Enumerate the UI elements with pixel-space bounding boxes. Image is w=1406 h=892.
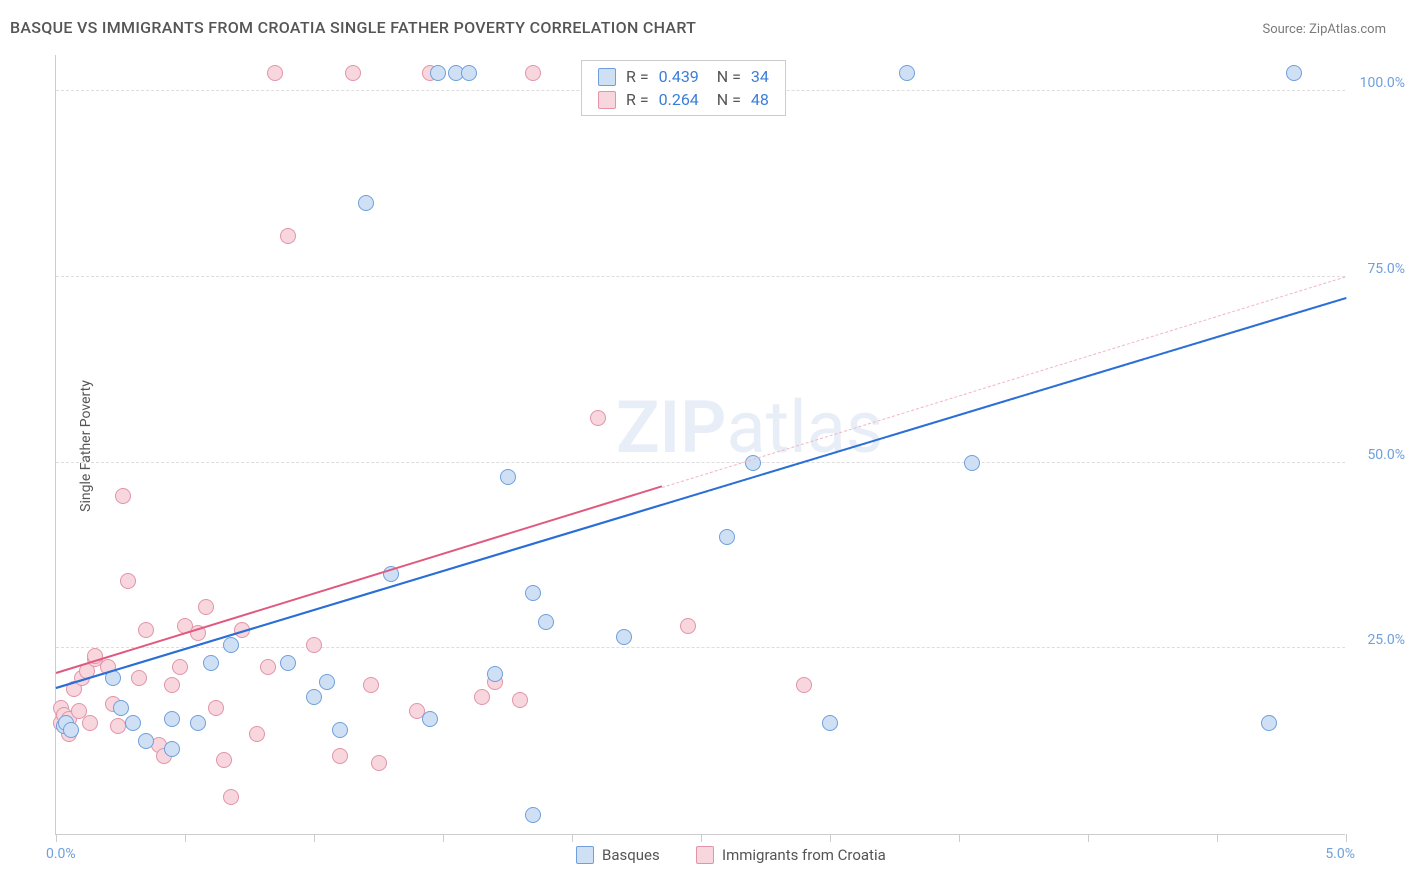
x-tick-mark: [572, 834, 573, 842]
scatter-point-croatia: [131, 670, 147, 686]
x-tick-mark: [830, 834, 831, 842]
scatter-point-croatia: [345, 65, 361, 81]
scatter-point-basques: [164, 711, 180, 727]
plot-area: ZIPatlas 25.0%50.0%75.0%100.0%0.0%5.0%R …: [55, 55, 1345, 835]
scatter-point-croatia: [223, 789, 239, 805]
x-tick-mark: [959, 834, 960, 842]
scatter-point-basques: [164, 741, 180, 757]
scatter-point-croatia: [267, 65, 283, 81]
scatter-point-basques: [422, 711, 438, 727]
x-tick-mark: [185, 834, 186, 842]
scatter-point-basques: [487, 666, 503, 682]
scatter-point-basques: [899, 65, 915, 81]
scatter-point-croatia: [280, 228, 296, 244]
scatter-point-basques: [203, 655, 219, 671]
correlation-stat-box: R =0.439 N =34R =0.264 N =48: [581, 60, 786, 116]
scatter-point-croatia: [110, 718, 126, 734]
scatter-point-basques: [822, 715, 838, 731]
legend-item-croatia: Immigrants from Croatia: [696, 846, 886, 864]
y-tick-label: 25.0%: [1367, 632, 1405, 648]
scatter-point-basques: [190, 715, 206, 731]
regression-line: [662, 276, 1346, 488]
source-attribution: Source: ZipAtlas.com: [1262, 22, 1386, 37]
y-tick-label: 100.0%: [1360, 75, 1405, 91]
scatter-point-croatia: [332, 748, 348, 764]
x-tick-mark: [56, 834, 57, 842]
grid-line: [56, 647, 1345, 648]
scatter-point-croatia: [680, 618, 696, 634]
grid-line: [56, 276, 1345, 277]
scatter-point-basques: [719, 529, 735, 545]
scatter-point-croatia: [82, 715, 98, 731]
regression-line: [56, 486, 663, 675]
scatter-point-basques: [332, 722, 348, 738]
scatter-point-croatia: [512, 692, 528, 708]
scatter-point-croatia: [363, 677, 379, 693]
x-tick-mark: [1217, 834, 1218, 842]
scatter-point-basques: [616, 629, 632, 645]
scatter-point-croatia: [120, 573, 136, 589]
scatter-point-basques: [525, 585, 541, 601]
x-tick-mark: [1346, 834, 1347, 842]
scatter-point-basques: [461, 65, 477, 81]
x-tick-mark: [1088, 834, 1089, 842]
scatter-point-croatia: [525, 65, 541, 81]
scatter-point-basques: [63, 722, 79, 738]
scatter-point-basques: [113, 700, 129, 716]
scatter-point-croatia: [138, 622, 154, 638]
scatter-point-basques: [223, 637, 239, 653]
scatter-point-basques: [280, 655, 296, 671]
chart-container: BASQUE VS IMMIGRANTS FROM CROATIA SINGLE…: [0, 0, 1406, 892]
grid-line: [56, 462, 1345, 463]
scatter-point-croatia: [115, 488, 131, 504]
chart-title: BASQUE VS IMMIGRANTS FROM CROATIA SINGLE…: [10, 18, 696, 37]
swatch-croatia: [598, 91, 616, 109]
scatter-point-basques: [500, 469, 516, 485]
scatter-point-basques: [125, 715, 141, 731]
scatter-point-croatia: [208, 700, 224, 716]
legend-label: Immigrants from Croatia: [722, 846, 886, 864]
scatter-point-croatia: [306, 637, 322, 653]
x-tick-label: 5.0%: [1325, 846, 1355, 862]
scatter-point-basques: [358, 195, 374, 211]
x-tick-label: 0.0%: [46, 846, 76, 862]
y-tick-label: 75.0%: [1367, 261, 1405, 277]
scatter-point-croatia: [474, 689, 490, 705]
scatter-point-croatia: [260, 659, 276, 675]
x-tick-mark: [701, 834, 702, 842]
legend-label: Basques: [602, 846, 660, 864]
regression-line: [56, 297, 1347, 689]
x-tick-mark: [314, 834, 315, 842]
scatter-point-basques: [538, 614, 554, 630]
scatter-point-croatia: [172, 659, 188, 675]
scatter-point-basques: [525, 807, 541, 823]
scatter-point-croatia: [796, 677, 812, 693]
scatter-point-croatia: [164, 677, 180, 693]
scatter-point-basques: [1261, 715, 1277, 731]
stat-row-croatia: R =0.264 N =48: [598, 88, 769, 111]
scatter-point-croatia: [216, 752, 232, 768]
scatter-point-croatia: [590, 410, 606, 426]
y-tick-label: 50.0%: [1367, 447, 1405, 463]
scatter-point-basques: [319, 674, 335, 690]
stat-row-basques: R =0.439 N =34: [598, 65, 769, 88]
scatter-point-croatia: [371, 755, 387, 771]
legend-swatch-basques: [576, 846, 594, 864]
legend-swatch-croatia: [696, 846, 714, 864]
scatter-point-basques: [430, 65, 446, 81]
x-tick-mark: [443, 834, 444, 842]
scatter-point-croatia: [249, 726, 265, 742]
swatch-basques: [598, 68, 616, 86]
scatter-point-basques: [964, 455, 980, 471]
scatter-point-basques: [138, 733, 154, 749]
scatter-point-basques: [306, 689, 322, 705]
legend-item-basques: Basques: [576, 846, 660, 864]
scatter-point-basques: [1286, 65, 1302, 81]
scatter-point-croatia: [198, 599, 214, 615]
